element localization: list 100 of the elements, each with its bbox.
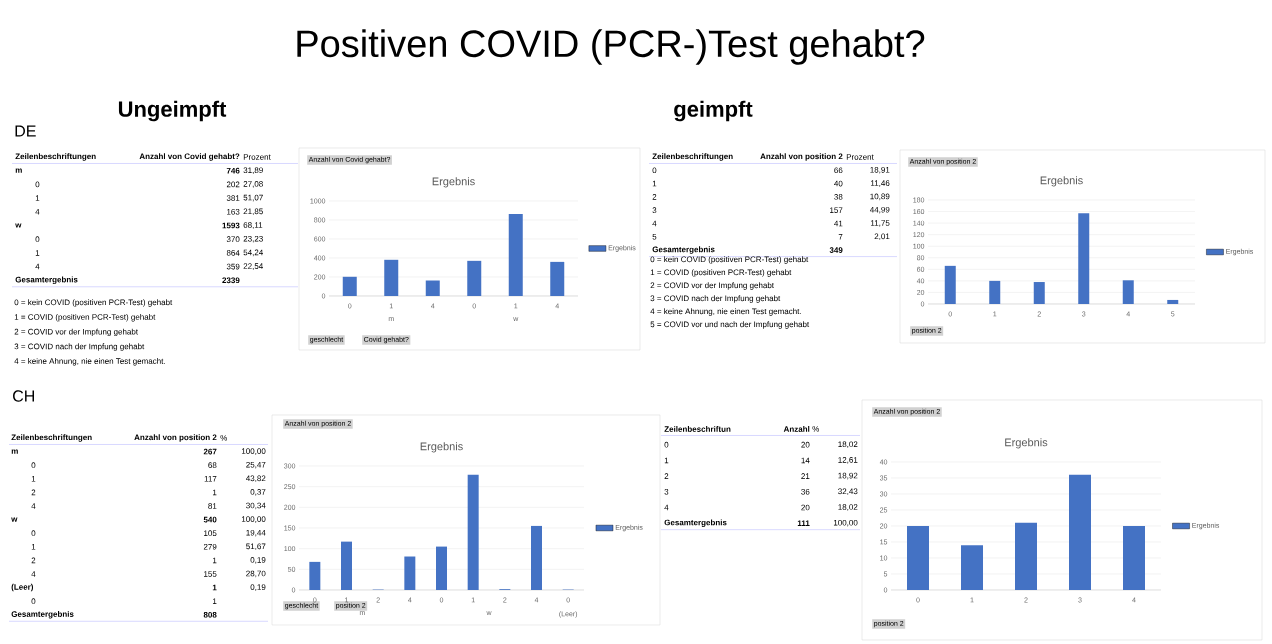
text: 51,07: [243, 194, 263, 202]
text: Gesamtergebnis: [15, 276, 78, 285]
text: 0 = kein COVID (positiven PCR-Test) gehabt: [650, 256, 809, 264]
chart-title: Ergebnis: [420, 442, 463, 453]
text: 3 = COVID nach der Impfung gehabt: [14, 343, 145, 351]
text: 381: [226, 195, 240, 201]
text: 1: [31, 476, 36, 482]
text: 21,85: [243, 208, 263, 216]
text: 25,47: [246, 461, 266, 469]
text: 3: [664, 488, 669, 495]
text: 0: [31, 530, 36, 537]
bar: [404, 556, 416, 590]
text: 2 = COVID vor der Impfung gehabt: [14, 328, 138, 337]
text: %: [812, 426, 820, 432]
text: 100,00: [241, 516, 266, 523]
bar: [531, 525, 543, 590]
text: geimpft: [674, 100, 753, 122]
text: 279: [203, 543, 217, 550]
text: 163: [227, 208, 240, 215]
text: 4 = keine Ahnung, nie einen Test gemacht.: [14, 358, 165, 366]
text: 808: [203, 611, 217, 618]
text: 11,75: [870, 220, 890, 227]
text: CH: [13, 390, 34, 402]
text: 23,23: [243, 235, 263, 243]
text: 540: [203, 516, 217, 523]
text: 1: [212, 557, 217, 564]
text: m: [15, 168, 22, 173]
text: 0: [35, 236, 40, 243]
text: 4: [35, 263, 40, 270]
text: 0: [31, 462, 36, 469]
text: 864: [226, 250, 240, 256]
bar: [944, 265, 956, 304]
text: Zeilenbeschriftun: [664, 426, 731, 432]
text: 0: [35, 181, 40, 188]
text: 202: [226, 181, 240, 188]
text: Prozent: [243, 154, 271, 160]
text: 100,00: [833, 519, 858, 527]
text: 359: [226, 263, 240, 270]
text: 1: [35, 195, 40, 201]
text: 10,89: [870, 193, 890, 201]
text: 4: [31, 503, 36, 509]
text: 14: [801, 457, 810, 464]
text: 22,54: [243, 263, 263, 270]
text: 1: [652, 180, 657, 187]
text: 43,82: [245, 475, 266, 483]
text: 4: [35, 209, 40, 215]
text: %: [220, 435, 228, 441]
bar: [907, 525, 929, 590]
bar: [467, 474, 479, 590]
text: 267: [203, 448, 217, 455]
text: Anzahl von position 2: [760, 153, 843, 161]
text: Anzahl von Covid gehabt?: [139, 153, 240, 161]
text: Gesamtergebnis: [11, 611, 74, 619]
text: w: [15, 223, 22, 228]
bar: [1167, 299, 1179, 304]
text: 1: [212, 489, 217, 496]
text: 36: [801, 488, 810, 495]
bar: [436, 546, 448, 590]
text: 0 = kein COVID (positiven PCR-Test) gehabt: [14, 299, 173, 307]
text: 100,00: [241, 448, 266, 455]
text: 5: [652, 233, 657, 240]
text: 20: [801, 504, 810, 511]
text: 1: [35, 250, 40, 256]
text: 155: [204, 571, 217, 577]
text: 68: [208, 462, 217, 469]
text: 2 = COVID vor der Impfung gehabt: [650, 282, 774, 290]
text: Gesamtergebnis: [664, 519, 727, 527]
text: Positiven COVID (PCR-)Test gehabt?: [297, 29, 925, 65]
bar: [1015, 522, 1037, 590]
text: 44,99: [869, 206, 890, 214]
text: 41: [834, 220, 843, 227]
bar: [989, 280, 1001, 304]
text: 31,89: [243, 167, 263, 174]
text: 19,44: [246, 529, 266, 537]
text: 0,37: [250, 489, 266, 496]
text: 18,02: [838, 504, 858, 511]
text: 1: [31, 544, 36, 550]
text: 32,43: [838, 488, 858, 496]
text: 2: [31, 557, 36, 564]
text: 157: [830, 207, 843, 213]
text: Ungeimpft: [118, 100, 227, 122]
text: 28,70: [246, 570, 266, 578]
bar: [467, 260, 482, 296]
text: 3 = COVID nach der Impfung gehabt: [650, 295, 781, 303]
text: Prozent: [846, 154, 874, 160]
chart-title: Ergebnis: [1040, 176, 1083, 187]
bar: [550, 261, 565, 296]
text: 0,19: [250, 557, 266, 564]
text: 3: [652, 207, 657, 214]
text: 2: [31, 489, 36, 496]
text: 18,91: [870, 166, 890, 174]
text: 5 = COVID vor und nach der Impfung gehabt: [650, 321, 810, 329]
text: 0,19: [250, 584, 266, 591]
text: 21: [801, 473, 810, 479]
text: DE: [15, 125, 36, 137]
text: Zeilenbeschriftungen: [652, 153, 733, 161]
text: Anzahl: [783, 426, 810, 432]
text: 117: [204, 476, 217, 482]
bar: [1078, 213, 1090, 304]
text: 4 = keine Ahnung, nie einen Test gemacht.: [650, 308, 801, 316]
